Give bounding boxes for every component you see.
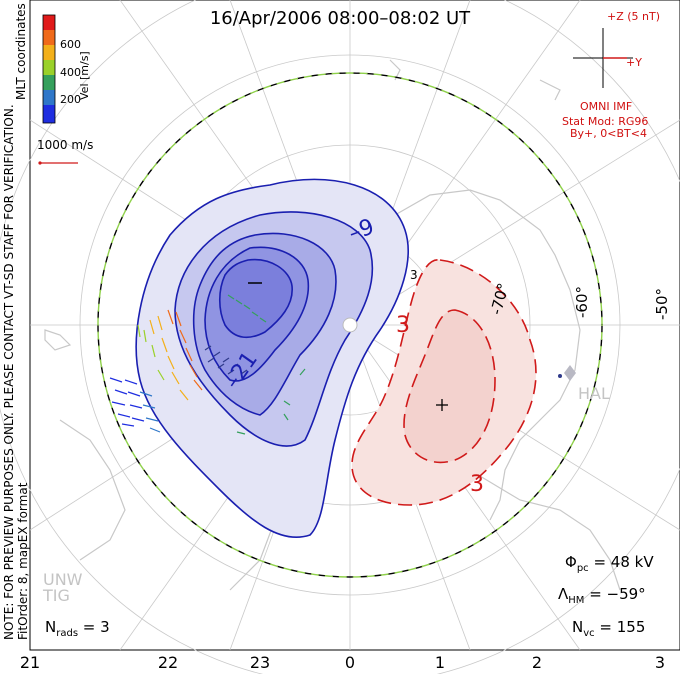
stat-lambda-hm: ΛHM = −59° <box>558 585 646 606</box>
plot-title: 16/Apr/2006 08:00–08:02 UT <box>209 8 471 29</box>
reference-vector-arrow <box>38 161 78 165</box>
lat-label-60: -60° <box>573 286 591 318</box>
contour-label-3-c: 3 <box>410 268 418 282</box>
positive-maximum-marker <box>436 399 448 411</box>
heppner-maynard-boundary-green <box>97 72 603 578</box>
mlt-tick-1: 1 <box>434 653 446 672</box>
colorbar-tick-200: 200 <box>60 93 81 106</box>
preview-note: NOTE: FOR PREVIEW PURPOSES ONLY. PLEASE … <box>2 104 16 640</box>
magnetic-pole-dot <box>342 317 358 333</box>
negative-convection-cell <box>135 178 409 538</box>
imf-scale-label: +Z (5 nT) <box>607 10 661 23</box>
imf-stat-model: Stat Mod: RG96 <box>562 115 649 128</box>
mlt-tick-23: 23 <box>249 653 271 672</box>
station-marker <box>564 365 576 381</box>
stat-n-vc: Nvc = 155 <box>572 618 646 639</box>
coordinates-label: MLT coordinates <box>14 3 28 100</box>
stat-n-rads: Nrads = 3 <box>45 618 110 639</box>
velocity-colorbar <box>42 14 56 124</box>
mlt-tick-21: 21 <box>19 653 41 672</box>
station-label-hal: HAL <box>578 384 610 403</box>
fit-order-label: FitOrder: 8, mapEX format <box>16 482 30 640</box>
colorbar-tick-400: 400 <box>60 66 81 79</box>
station-label-unw: UNW <box>43 570 83 589</box>
station-dot <box>558 374 562 378</box>
reference-vector-label: 1000 m/s <box>37 138 94 152</box>
imf-bt-range: By+, 0<BT<4 <box>570 127 647 140</box>
mlt-tick-0: 0 <box>344 653 356 672</box>
imf-source: OMNI IMF <box>580 100 633 113</box>
imf-y-label: +Y <box>626 56 642 69</box>
contour-label-3-b: 3 <box>470 472 484 497</box>
colorbar-label: Vel [m/s] <box>78 51 91 100</box>
mlt-tick-22: 22 <box>157 653 179 672</box>
mlt-tick-2: 2 <box>531 653 543 672</box>
mlt-tick-3: 3 <box>654 653 666 672</box>
contour-label-3-a: 3 <box>396 313 410 338</box>
positive-convection-cell <box>351 259 537 506</box>
stat-phi-pc: Φpc = 48 kV <box>565 553 654 574</box>
colorbar-tick-600: 600 <box>60 38 81 51</box>
velocity-vectors <box>109 294 306 435</box>
lat-label-50: -50° <box>653 288 671 320</box>
station-label-tig: TIG <box>43 586 70 605</box>
